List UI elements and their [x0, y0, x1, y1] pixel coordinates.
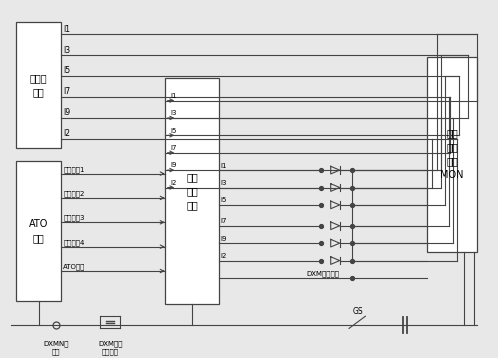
Bar [16, 22, 61, 147]
Text: 牡引级位4: 牡引级位4 [63, 239, 85, 246]
Text: I5: I5 [221, 198, 227, 203]
Text: 编码
功能
设备: 编码 功能 设备 [186, 172, 198, 210]
Text: I3: I3 [171, 110, 177, 116]
Text: I3: I3 [221, 180, 227, 186]
Text: I9: I9 [221, 236, 227, 242]
Bar [16, 161, 61, 301]
Bar [165, 78, 219, 304]
Text: 牡引级位3: 牡引级位3 [63, 215, 85, 222]
Text: I5: I5 [63, 66, 70, 76]
Text: ATO有效: ATO有效 [63, 263, 86, 270]
Text: I2: I2 [221, 253, 227, 259]
Text: 牡引级位1: 牡引级位1 [63, 166, 85, 173]
Text: I7: I7 [63, 87, 70, 96]
Text: I1: I1 [221, 163, 227, 169]
Text: I7: I7 [171, 145, 177, 151]
Text: DXM故障信号: DXM故障信号 [307, 270, 340, 277]
Text: I9: I9 [171, 162, 177, 168]
Text: 司机控
制器: 司机控 制器 [30, 73, 47, 97]
Bar [427, 57, 477, 252]
Text: I3: I3 [63, 45, 70, 54]
Text: ATO
设备: ATO 设备 [29, 219, 48, 243]
Text: GS: GS [353, 308, 363, 316]
Text: 信息
控制
装置
MON: 信息 控制 装置 MON [440, 129, 464, 180]
Text: I9: I9 [63, 108, 70, 117]
Text: I2: I2 [171, 180, 177, 186]
Text: DXMN断
路器: DXMN断 路器 [43, 340, 69, 355]
Text: I2: I2 [63, 129, 70, 138]
Text: I1: I1 [171, 93, 177, 99]
Text: I5: I5 [171, 127, 177, 134]
Text: I7: I7 [221, 218, 227, 224]
Text: 牡引级位2: 牡引级位2 [63, 190, 85, 197]
Text: I1: I1 [63, 25, 70, 34]
Text: DXM故障
隔离开关: DXM故障 隔离开关 [98, 340, 123, 355]
